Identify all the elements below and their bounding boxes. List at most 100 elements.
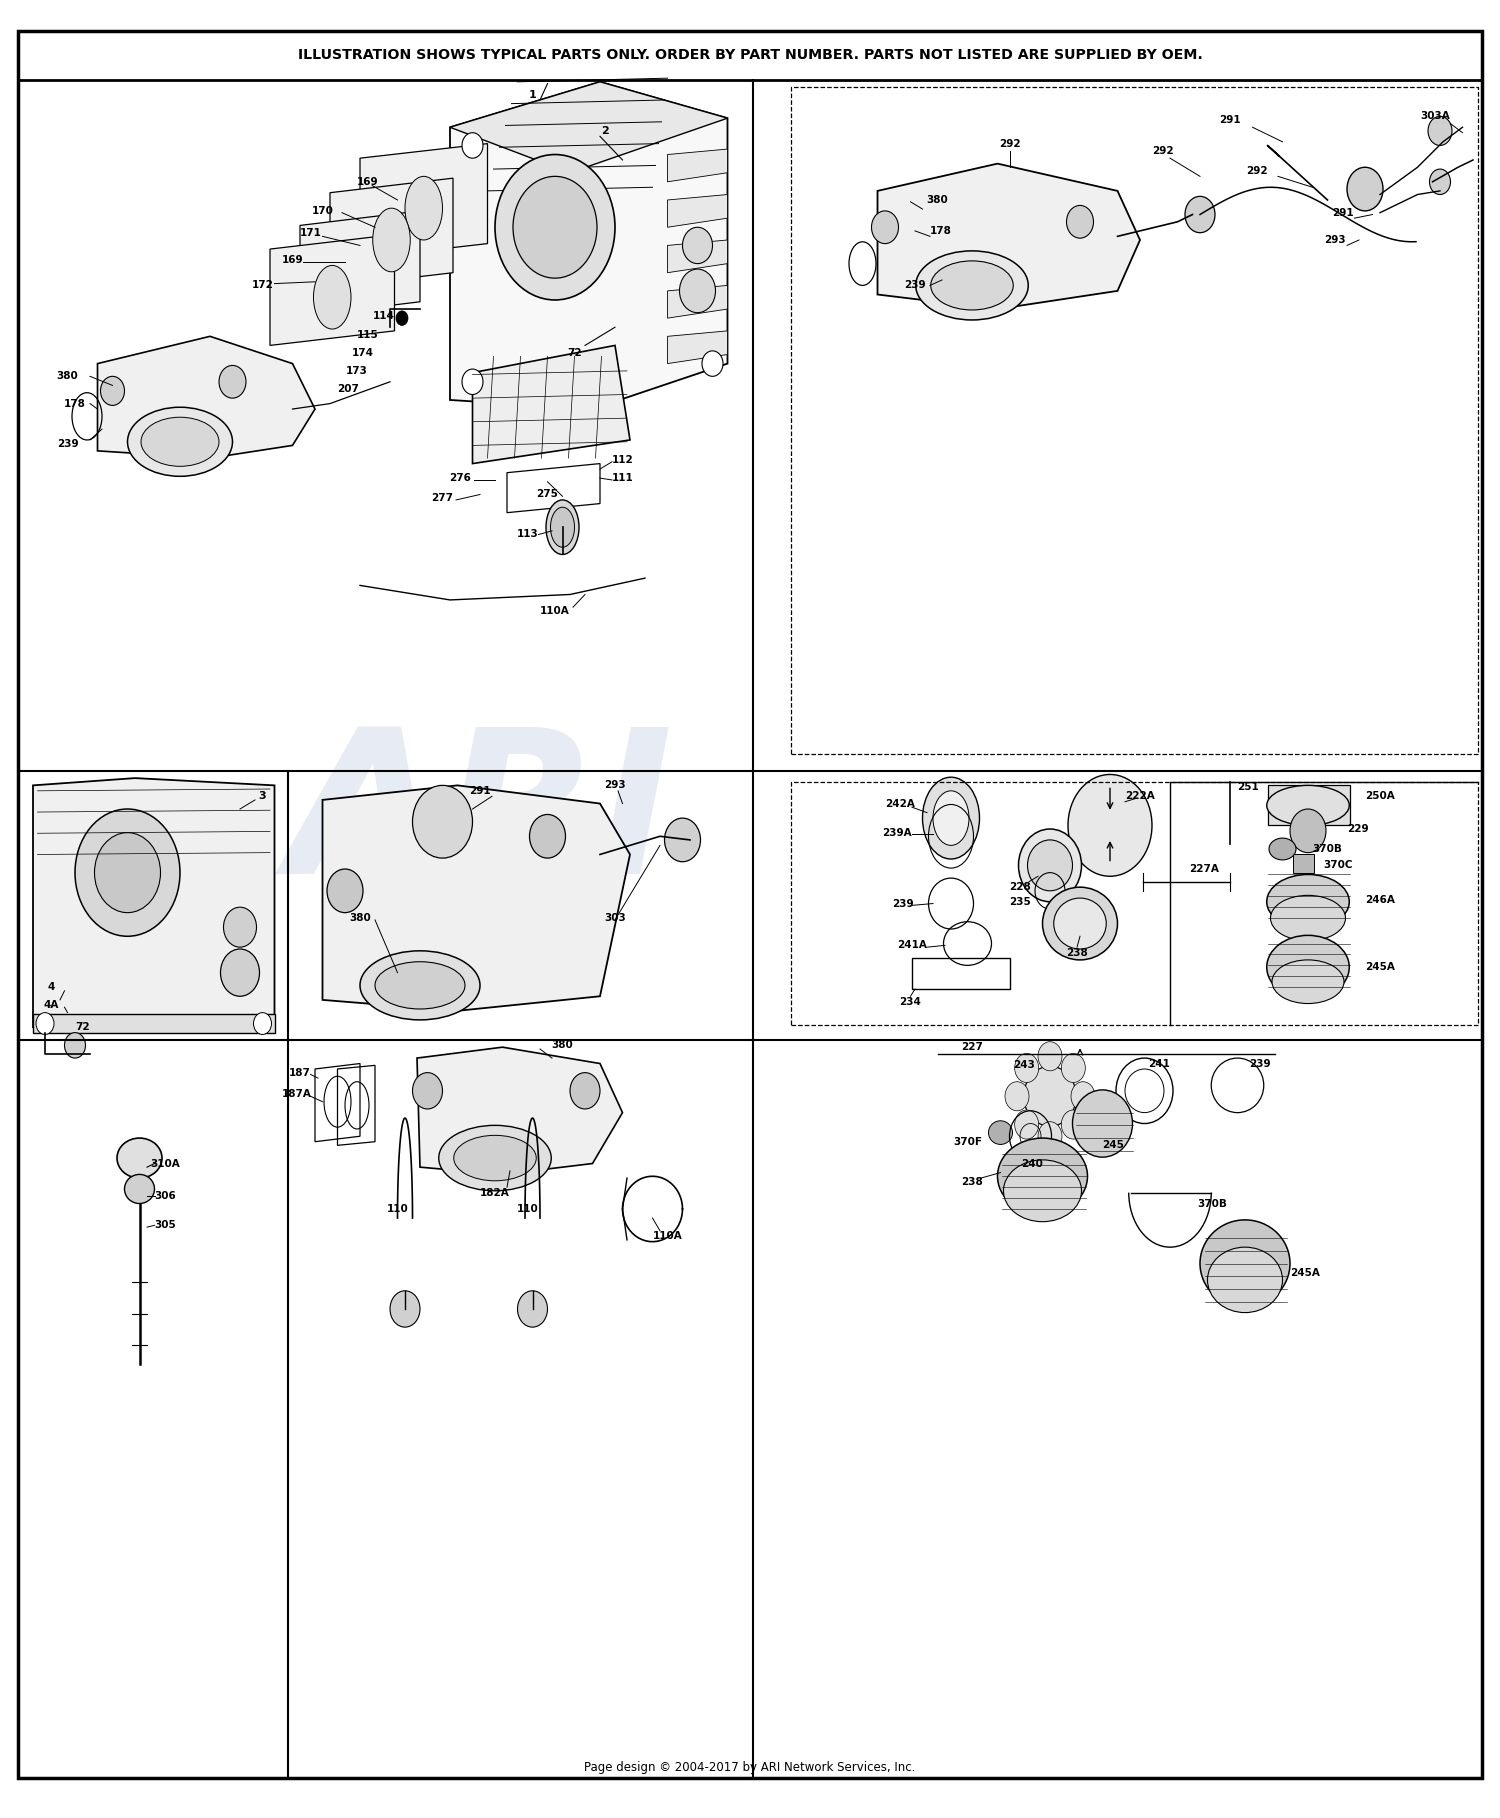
- Text: 169: 169: [282, 255, 303, 265]
- Circle shape: [75, 809, 180, 936]
- Text: 380: 380: [350, 913, 370, 924]
- Polygon shape: [360, 144, 488, 258]
- Text: ILLUSTRATION SHOWS TYPICAL PARTS ONLY. ORDER BY PART NUMBER. PARTS NOT LISTED AR: ILLUSTRATION SHOWS TYPICAL PARTS ONLY. O…: [297, 49, 1203, 62]
- Text: 72: 72: [75, 1022, 90, 1033]
- Circle shape: [413, 1073, 442, 1109]
- Text: 113: 113: [518, 529, 538, 540]
- Text: 187A: 187A: [282, 1089, 312, 1100]
- Ellipse shape: [988, 1120, 1012, 1145]
- Text: 112: 112: [612, 454, 633, 465]
- Ellipse shape: [930, 262, 1014, 311]
- Circle shape: [36, 1013, 54, 1034]
- Circle shape: [1347, 167, 1383, 211]
- Circle shape: [1068, 774, 1152, 876]
- Text: 2: 2: [600, 125, 609, 136]
- Text: 240: 240: [1022, 1158, 1042, 1169]
- Ellipse shape: [546, 500, 579, 554]
- Text: 115: 115: [357, 329, 378, 340]
- Circle shape: [570, 1073, 600, 1109]
- Text: 250A: 250A: [1365, 791, 1395, 802]
- Circle shape: [1290, 809, 1326, 853]
- Text: 178: 178: [930, 225, 951, 236]
- Text: 291: 291: [1220, 115, 1240, 125]
- Ellipse shape: [1272, 960, 1344, 1004]
- Ellipse shape: [1072, 1089, 1132, 1158]
- Circle shape: [513, 176, 597, 278]
- Text: 242A: 242A: [885, 798, 915, 809]
- Text: 173: 173: [346, 365, 368, 376]
- Text: 238: 238: [1066, 947, 1088, 958]
- Ellipse shape: [128, 407, 232, 476]
- Circle shape: [1430, 169, 1450, 195]
- Ellipse shape: [141, 418, 219, 465]
- Circle shape: [462, 369, 483, 395]
- Ellipse shape: [1269, 838, 1296, 860]
- Text: 229: 229: [1347, 824, 1368, 834]
- Text: 303: 303: [604, 913, 625, 924]
- Text: 182A: 182A: [480, 1187, 510, 1198]
- Ellipse shape: [1266, 785, 1350, 825]
- Ellipse shape: [438, 1125, 552, 1191]
- Bar: [1268, 785, 1350, 825]
- Circle shape: [220, 949, 260, 996]
- Polygon shape: [668, 240, 728, 273]
- Ellipse shape: [372, 209, 410, 273]
- Text: 305: 305: [154, 1220, 176, 1231]
- Text: 292: 292: [1246, 165, 1268, 176]
- Circle shape: [1038, 1122, 1062, 1151]
- Text: 293: 293: [1324, 235, 1346, 245]
- Text: 241A: 241A: [897, 940, 927, 951]
- Circle shape: [1185, 196, 1215, 233]
- Text: 234: 234: [900, 996, 921, 1007]
- Circle shape: [1014, 1111, 1038, 1140]
- Circle shape: [682, 227, 712, 264]
- Circle shape: [219, 365, 246, 398]
- Bar: [912, 958, 1010, 989]
- Circle shape: [1005, 1082, 1029, 1111]
- Text: ARI: ARI: [286, 720, 674, 916]
- Text: 370C: 370C: [1323, 860, 1353, 871]
- Text: 110: 110: [518, 1204, 538, 1214]
- Text: 227A: 227A: [1190, 864, 1219, 874]
- Circle shape: [413, 785, 472, 858]
- Text: 292: 292: [999, 138, 1020, 149]
- Ellipse shape: [117, 1138, 162, 1178]
- Ellipse shape: [375, 962, 465, 1009]
- Text: 174: 174: [352, 347, 374, 358]
- Text: 276: 276: [450, 473, 471, 484]
- Bar: [33, 1014, 274, 1033]
- Polygon shape: [450, 82, 728, 409]
- Ellipse shape: [1019, 829, 1082, 902]
- Circle shape: [396, 311, 408, 325]
- Polygon shape: [33, 778, 274, 1027]
- Circle shape: [100, 376, 124, 405]
- Circle shape: [224, 907, 256, 947]
- Text: 243: 243: [1014, 1060, 1035, 1071]
- Text: 3: 3: [258, 791, 267, 802]
- Circle shape: [1066, 205, 1094, 238]
- Ellipse shape: [1208, 1247, 1282, 1313]
- Polygon shape: [322, 785, 630, 1011]
- Text: 238: 238: [962, 1176, 982, 1187]
- Text: 114: 114: [374, 311, 394, 322]
- Text: 170: 170: [312, 205, 333, 216]
- Ellipse shape: [998, 1138, 1088, 1214]
- Ellipse shape: [360, 951, 480, 1020]
- Text: 228: 228: [1010, 882, 1031, 893]
- Circle shape: [390, 1291, 420, 1327]
- Circle shape: [495, 155, 615, 300]
- Ellipse shape: [1200, 1220, 1290, 1307]
- Polygon shape: [472, 345, 630, 464]
- Polygon shape: [300, 211, 420, 316]
- Text: 370B: 370B: [1197, 1198, 1227, 1209]
- Text: 239: 239: [57, 438, 78, 449]
- Circle shape: [1062, 1053, 1086, 1082]
- Text: 227: 227: [962, 1042, 982, 1053]
- Text: 72: 72: [567, 347, 582, 358]
- Ellipse shape: [124, 1174, 154, 1204]
- Text: 380: 380: [927, 195, 948, 205]
- Circle shape: [530, 814, 566, 858]
- Circle shape: [64, 1033, 86, 1058]
- Text: 4A: 4A: [44, 1000, 58, 1011]
- Circle shape: [327, 869, 363, 913]
